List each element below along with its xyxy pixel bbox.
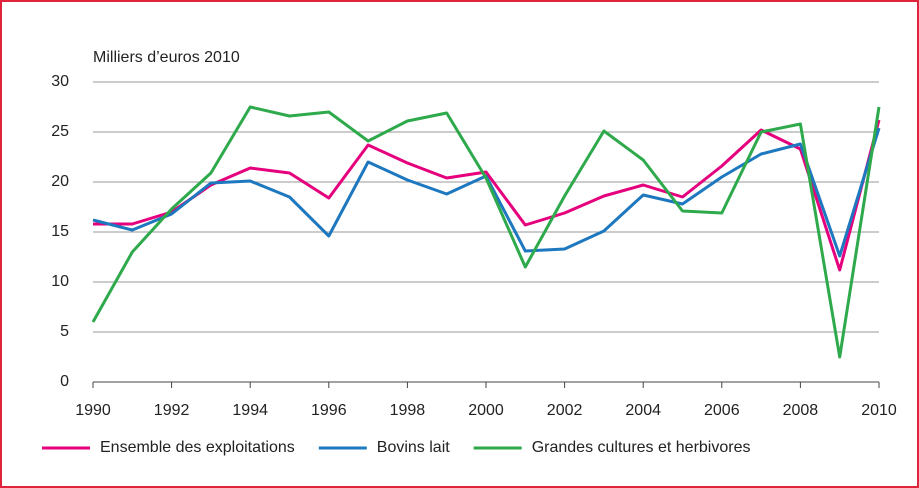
y-tick-label: 15 <box>51 223 69 240</box>
y-tick-label: 5 <box>60 323 69 340</box>
x-tick-label: 2004 <box>625 402 661 419</box>
x-tick-label: 2000 <box>468 402 504 419</box>
legend-label: Bovins lait <box>377 439 450 456</box>
y-tick-label: 20 <box>51 173 69 190</box>
x-tick-label: 1992 <box>154 402 190 419</box>
x-tick-label: 1994 <box>232 402 268 419</box>
legend-label: Ensemble des exploitations <box>100 439 295 456</box>
x-tick-label: 2002 <box>547 402 583 419</box>
y-tick-label: 0 <box>60 373 69 390</box>
y-tick-label: 25 <box>51 123 69 140</box>
y-tick-label: 10 <box>51 273 69 290</box>
series-line <box>91 105 881 359</box>
y-tick-label: 30 <box>51 73 69 90</box>
x-tick-label: 1998 <box>390 402 426 419</box>
series-line <box>93 119 881 272</box>
x-tick-label: 2006 <box>704 402 740 419</box>
y-axis-label: Milliers d’euros 2010 <box>93 49 240 66</box>
legend-label: Grandes cultures et herbivores <box>532 439 751 456</box>
x-tick-label: 1996 <box>311 402 347 419</box>
x-tick-label: 2008 <box>783 402 819 419</box>
x-tick-label: 1990 <box>75 402 111 419</box>
x-tick-label: 2010 <box>861 402 897 419</box>
series-line <box>92 127 881 258</box>
